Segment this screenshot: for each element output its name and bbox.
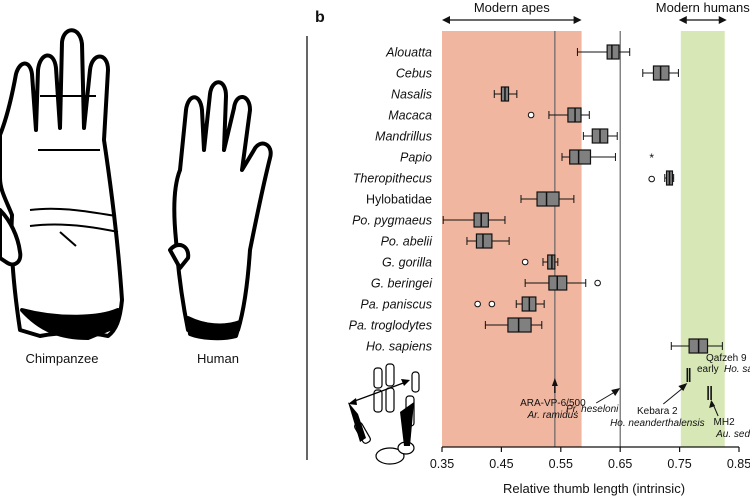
taxon-label: Pa. troglodytes bbox=[349, 319, 432, 333]
box bbox=[536, 191, 560, 207]
chimpanzee-hand-icon bbox=[0, 28, 124, 340]
box bbox=[569, 149, 592, 165]
outlier-point bbox=[648, 175, 655, 183]
box bbox=[606, 44, 620, 60]
fossil-pointer-head bbox=[678, 383, 688, 391]
box bbox=[507, 317, 532, 333]
taxon-label: Papio bbox=[400, 151, 432, 165]
x-axis: 0.35 0.45 0.55 0.65 0.75 0.85 bbox=[430, 446, 750, 471]
taxon-label: Pa. paniscus bbox=[360, 298, 432, 312]
x-axis-label: Relative thumb length (intrinsic) bbox=[503, 481, 685, 496]
outlier-point bbox=[488, 300, 496, 308]
taxon-label: G. gorilla bbox=[382, 256, 432, 270]
x-tick-label: 0.55 bbox=[549, 457, 573, 471]
fossil-sublabel: Au. sediba bbox=[715, 429, 750, 440]
region-band bbox=[680, 31, 725, 447]
taxon-label: Hylobatidae bbox=[366, 193, 432, 207]
taxon-labels: Alouatta Cebus Nasalis Macaca Mandrillus Papi… bbox=[349, 46, 434, 354]
fossil-label: early bbox=[697, 364, 719, 375]
reference-label: ARA-VP-6/500 bbox=[520, 398, 586, 409]
region-arrowhead bbox=[442, 16, 450, 24]
reference-pointer-head bbox=[551, 378, 558, 386]
outlier-point bbox=[594, 279, 601, 287]
fossil-pointer-head bbox=[709, 400, 716, 408]
region-label: Modern humans bbox=[656, 0, 750, 15]
region-arrowhead bbox=[678, 16, 687, 24]
taxon-label: Po. abelii bbox=[381, 235, 434, 249]
box bbox=[475, 233, 493, 249]
fossil-label: MH2 bbox=[714, 417, 736, 428]
outlier-point bbox=[527, 111, 535, 119]
taxon-label: Po. pygmaeus bbox=[352, 214, 432, 228]
region-label: Modern apes bbox=[474, 0, 550, 15]
region-arrowhead bbox=[573, 16, 582, 24]
fossil-label-prefix: Qafzeh 9 bbox=[706, 353, 747, 364]
taxon-label: Cebus bbox=[396, 67, 432, 81]
taxon-label: Theropithecus bbox=[353, 172, 432, 186]
reference-sublabel: Ar. ramidus bbox=[526, 410, 578, 421]
fossil-sublabel: Ho. sapiens bbox=[724, 364, 750, 375]
hand-skeleton-icon bbox=[348, 363, 420, 465]
human-caption: Human bbox=[197, 351, 239, 366]
region-headers: Modern apes Modern humans bbox=[442, 0, 750, 24]
x-tick-label: 0.65 bbox=[608, 457, 632, 471]
fossil-markers: Kebara 2Ho. neanderthalensis Qafzeh 9earl… bbox=[610, 353, 750, 440]
x-tick-label: 0.35 bbox=[430, 457, 454, 471]
chimpanzee-caption: Chimpanzee bbox=[26, 351, 99, 366]
reference-label: Pr. heseloni bbox=[566, 404, 619, 415]
extreme-marker: * bbox=[649, 151, 654, 165]
fossil-sublabel: Ho. neanderthalensis bbox=[610, 418, 705, 429]
outlier-point bbox=[521, 258, 529, 266]
reference-pointer-head bbox=[611, 388, 621, 396]
taxon-label: Macaca bbox=[388, 109, 432, 123]
x-tick-label: 0.85 bbox=[727, 457, 750, 471]
x-tick-label: 0.75 bbox=[667, 457, 691, 471]
fossil-label: Kebara 2 bbox=[637, 406, 678, 417]
box-plots: * bbox=[442, 44, 723, 354]
taxon-label: G. beringei bbox=[371, 277, 433, 291]
outlier-point bbox=[474, 300, 481, 308]
taxon-label: Mandrillus bbox=[375, 130, 432, 144]
x-tick-label: 0.45 bbox=[489, 457, 513, 471]
region-band bbox=[442, 31, 582, 447]
chimpanzee-hand-creases bbox=[29, 95, 119, 247]
panel-b-label: b bbox=[315, 9, 325, 26]
human-hand-icon bbox=[168, 80, 273, 341]
taxon-label: Ho. sapiens bbox=[366, 340, 432, 354]
taxon-label: Nasalis bbox=[391, 88, 432, 102]
taxon-label: Alouatta bbox=[385, 46, 432, 60]
region-arrowhead bbox=[718, 16, 727, 24]
